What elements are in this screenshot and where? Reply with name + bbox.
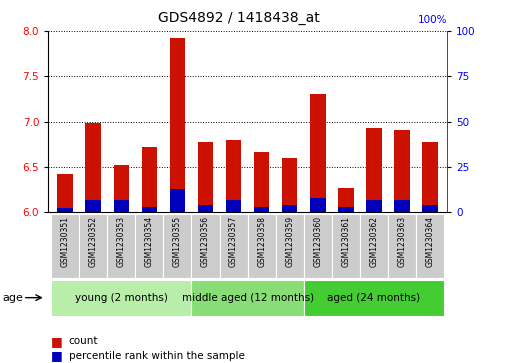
- Text: ■: ■: [51, 349, 62, 362]
- Bar: [282, 205, 298, 212]
- Bar: [198, 143, 213, 212]
- Bar: [142, 147, 157, 212]
- Bar: [107, 214, 135, 278]
- Text: GSM1230355: GSM1230355: [173, 216, 182, 267]
- Bar: [170, 38, 185, 212]
- Text: 100%: 100%: [418, 15, 447, 25]
- Text: GSM1230364: GSM1230364: [426, 216, 435, 267]
- Bar: [226, 140, 241, 212]
- Bar: [170, 189, 185, 212]
- Text: GSM1230359: GSM1230359: [285, 216, 294, 267]
- Bar: [416, 214, 444, 278]
- Text: GSM1230351: GSM1230351: [60, 216, 70, 267]
- Bar: [164, 214, 192, 278]
- Bar: [114, 165, 129, 212]
- Bar: [304, 280, 444, 316]
- Bar: [310, 198, 326, 212]
- Bar: [51, 280, 192, 316]
- Bar: [423, 142, 438, 212]
- Bar: [366, 200, 382, 212]
- Text: GSM1230358: GSM1230358: [257, 216, 266, 267]
- Bar: [85, 200, 101, 212]
- Bar: [85, 122, 101, 212]
- Bar: [394, 200, 410, 212]
- Text: percentile rank within the sample: percentile rank within the sample: [69, 351, 244, 361]
- Bar: [192, 214, 219, 278]
- Text: GSM1230352: GSM1230352: [89, 216, 98, 267]
- Bar: [57, 174, 73, 212]
- Bar: [254, 207, 269, 212]
- Text: GSM1230357: GSM1230357: [229, 216, 238, 267]
- Text: young (2 months): young (2 months): [75, 293, 168, 303]
- Bar: [114, 200, 129, 212]
- Text: count: count: [69, 336, 98, 346]
- Bar: [192, 280, 304, 316]
- Bar: [276, 214, 304, 278]
- Text: GSM1230360: GSM1230360: [313, 216, 323, 267]
- Bar: [57, 208, 73, 212]
- Text: GSM1230356: GSM1230356: [201, 216, 210, 267]
- Bar: [366, 128, 382, 212]
- Bar: [135, 214, 164, 278]
- Bar: [360, 214, 388, 278]
- Bar: [388, 214, 416, 278]
- Text: middle aged (12 months): middle aged (12 months): [181, 293, 314, 303]
- Text: aged (24 months): aged (24 months): [328, 293, 421, 303]
- Text: GSM1230353: GSM1230353: [117, 216, 126, 267]
- Bar: [226, 200, 241, 212]
- Bar: [304, 214, 332, 278]
- Bar: [198, 205, 213, 212]
- Bar: [332, 214, 360, 278]
- Text: GDS4892 / 1418438_at: GDS4892 / 1418438_at: [158, 11, 320, 25]
- Text: GSM1230362: GSM1230362: [369, 216, 378, 267]
- Bar: [423, 205, 438, 212]
- Bar: [338, 188, 354, 212]
- Bar: [282, 158, 298, 212]
- Text: age: age: [3, 293, 23, 303]
- Bar: [394, 130, 410, 212]
- Text: GSM1230354: GSM1230354: [145, 216, 154, 267]
- Bar: [51, 214, 79, 278]
- Bar: [254, 152, 269, 212]
- Bar: [248, 214, 276, 278]
- Text: GSM1230361: GSM1230361: [341, 216, 351, 267]
- Bar: [79, 214, 107, 278]
- Text: GSM1230363: GSM1230363: [398, 216, 406, 267]
- Text: ■: ■: [51, 335, 62, 348]
- Bar: [142, 207, 157, 212]
- Bar: [338, 207, 354, 212]
- Bar: [310, 94, 326, 212]
- Bar: [219, 214, 248, 278]
